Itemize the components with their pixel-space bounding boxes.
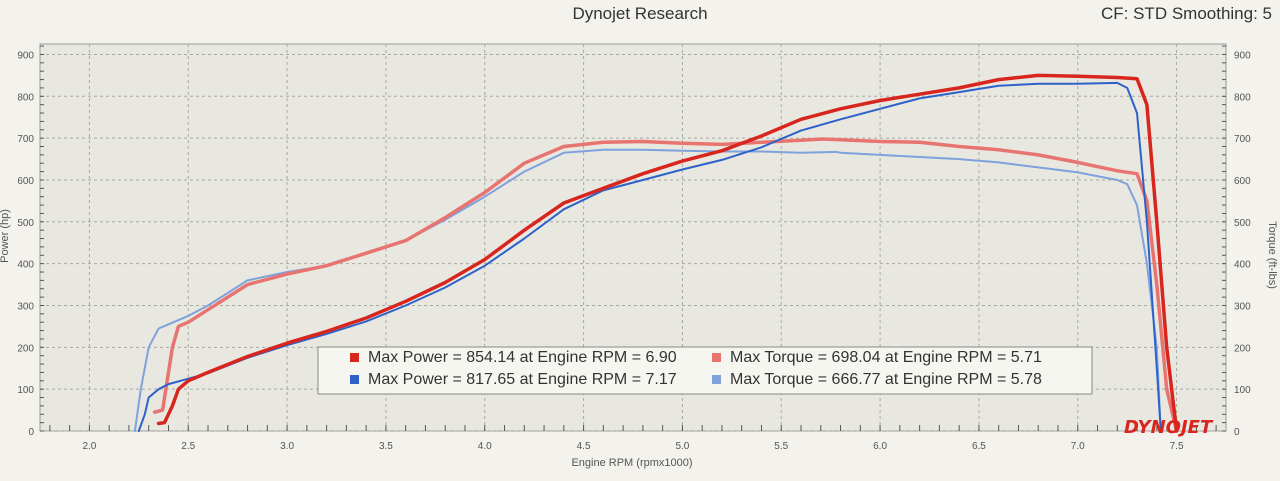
x-tick-label: 2.0 bbox=[82, 441, 96, 452]
x-tick-label: 7.5 bbox=[1170, 441, 1184, 452]
y-tick-label-right: 0 bbox=[1234, 427, 1240, 438]
grid-lines bbox=[40, 44, 1226, 432]
y-tick-label-right: 100 bbox=[1234, 385, 1251, 396]
y-tick-label-right: 600 bbox=[1234, 176, 1251, 187]
y-tick-label-left: 700 bbox=[17, 134, 34, 145]
y-tick-label-left: 200 bbox=[17, 343, 34, 354]
x-tick-label: 6.0 bbox=[873, 441, 887, 452]
y-tick-label-left: 400 bbox=[17, 260, 34, 271]
y-tick-label-right: 500 bbox=[1234, 218, 1251, 229]
x-tick-label: 5.5 bbox=[774, 441, 788, 452]
y-tick-label-left: 600 bbox=[17, 176, 34, 187]
x-tick-label: 6.5 bbox=[972, 441, 986, 452]
legend-swatch bbox=[350, 353, 359, 362]
legend-entry: Max Power = 817.65 at Engine RPM = 7.17 bbox=[368, 371, 677, 388]
chart-title: Dynojet Research bbox=[572, 4, 708, 23]
series-line-3 bbox=[133, 148, 1162, 432]
x-tick-label: 4.5 bbox=[577, 441, 591, 452]
y-tick-label-right: 700 bbox=[1234, 134, 1251, 145]
legend-entry: Max Torque = 698.04 at Engine RPM = 5.71 bbox=[730, 349, 1042, 366]
x-tick-label: 2.5 bbox=[181, 441, 195, 452]
series-lines bbox=[133, 73, 1179, 433]
legend-entry: Max Torque = 666.77 at Engine RPM = 5.78 bbox=[730, 371, 1042, 388]
y-tick-label-left: 800 bbox=[17, 92, 34, 103]
y-tick-label-right: 800 bbox=[1234, 92, 1251, 103]
x-tick-label: 7.0 bbox=[1071, 441, 1085, 452]
y-tick-label-right: 300 bbox=[1234, 301, 1251, 312]
x-tick-label: 4.0 bbox=[478, 441, 492, 452]
dynojet-logo: DYNOJET bbox=[1124, 417, 1214, 438]
y-tick-label-left: 0 bbox=[28, 427, 34, 438]
y-tick-label-left: 100 bbox=[17, 385, 34, 396]
y-tick-label-left: 300 bbox=[17, 301, 34, 312]
y-axis-left-label: Power (hp) bbox=[0, 209, 11, 263]
legend-swatch bbox=[712, 375, 721, 384]
settings-readout: CF: STD Smoothing: 5 bbox=[1100, 4, 1272, 23]
legend-entry: Max Power = 854.14 at Engine RPM = 6.90 bbox=[368, 349, 677, 366]
y-tick-label-right: 400 bbox=[1234, 260, 1251, 271]
x-axis-label: Engine RPM (rpmx1000) bbox=[571, 457, 692, 469]
legend-box: Max Power = 854.14 at Engine RPM = 6.90 M… bbox=[317, 346, 1093, 395]
x-tick-label: 3.5 bbox=[379, 441, 393, 452]
y-tick-label-left: 500 bbox=[17, 218, 34, 229]
right-axis-ticks: 0 100 200 300 400 500 600 700 800 900 bbox=[1234, 50, 1251, 438]
y-tick-label-right: 200 bbox=[1234, 343, 1251, 354]
y-axis-right-label: Torque (ft-lbs) bbox=[1266, 221, 1278, 289]
legend-swatch bbox=[712, 353, 721, 362]
series-line-0 bbox=[156, 73, 1179, 433]
y-tick-label-left: 900 bbox=[17, 50, 34, 61]
x-tick-label: 3.0 bbox=[280, 441, 294, 452]
x-tick-label: 5.0 bbox=[675, 441, 689, 452]
series-line-2 bbox=[152, 137, 1179, 433]
legend-swatch bbox=[350, 375, 359, 384]
y-tick-label-right: 900 bbox=[1234, 50, 1251, 61]
left-axis-ticks: 0 100 200 300 400 500 600 700 800 900 bbox=[17, 50, 34, 438]
x-axis-ticks: 2.0 2.5 3.0 3.5 4.0 4.5 5.0 5.5 6.0 6.5 7.0 7.5 bbox=[82, 441, 1184, 452]
